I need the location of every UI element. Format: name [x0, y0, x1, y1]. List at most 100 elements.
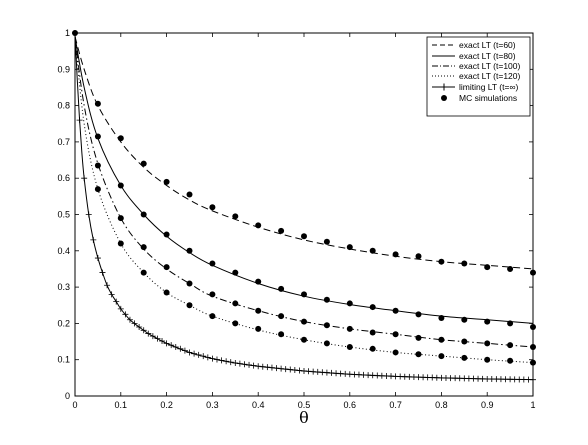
- mc-point: [369, 304, 376, 311]
- mc-point: [209, 291, 216, 298]
- mc-point: [117, 182, 124, 189]
- mc-point: [94, 100, 101, 107]
- plus-marker: [296, 367, 303, 374]
- mc-point: [392, 349, 399, 356]
- plus-marker: [131, 320, 138, 327]
- mc-point: [369, 329, 376, 336]
- plus-marker: [223, 358, 230, 365]
- mc-point: [323, 296, 330, 303]
- plus-marker: [145, 330, 152, 337]
- mc-point: [255, 307, 262, 314]
- plus-marker: [273, 365, 280, 372]
- x-tick-label: 0.5: [298, 400, 311, 410]
- legend-label-mc: MC simulations: [459, 93, 517, 103]
- plus-marker: [264, 364, 271, 371]
- legend-plus-marker: [440, 83, 448, 91]
- legend-label-t80: exact LT (t=80): [459, 51, 516, 61]
- plus-marker: [81, 175, 88, 182]
- axis-ticks: 0 0.1 0.2 0.3 0.4 0.5 0.6 0.7 0.8 0.9 1 0 0.1 0.2 0.3 0…: [57, 28, 535, 410]
- series-line-0: [74, 36, 534, 270]
- plus-marker: [530, 376, 536, 383]
- mc-point: [392, 331, 399, 338]
- plus-marker: [250, 362, 257, 369]
- mc-point: [530, 359, 536, 366]
- plus-marker: [186, 349, 193, 356]
- plus-marker: [195, 351, 202, 358]
- x-tick-label: 0.2: [160, 400, 173, 410]
- plus-marker: [154, 335, 161, 342]
- mc-point: [484, 264, 491, 271]
- mc-point: [507, 265, 514, 272]
- plus-marker: [99, 269, 106, 276]
- mc-point: [72, 30, 78, 36]
- y-tick-label: 0.5: [57, 210, 70, 220]
- plus-marker: [168, 342, 175, 349]
- mc-point: [507, 342, 514, 349]
- mc-point: [301, 291, 307, 298]
- plus-marker: [85, 211, 92, 218]
- y-tick-label: 0.4: [57, 246, 70, 256]
- x-tick-label: 0.1: [115, 400, 128, 410]
- mc-point: [438, 353, 445, 360]
- mc-point: [163, 289, 170, 296]
- mc-point: [117, 240, 124, 247]
- x-tick-label: 0.6: [344, 400, 357, 410]
- plus-marker: [255, 363, 262, 370]
- mc-point: [415, 334, 422, 341]
- y-tick-label: 0.3: [57, 282, 70, 292]
- mc-point: [392, 307, 399, 314]
- plus-marker: [177, 345, 184, 352]
- x-tick-label: 0.7: [389, 400, 402, 410]
- mc-point: [163, 231, 170, 238]
- mc-point: [232, 269, 239, 276]
- mc-point: [163, 264, 170, 271]
- plus-marker: [117, 305, 124, 312]
- plus-marker: [140, 327, 147, 334]
- y-tick-label: 0.2: [57, 318, 70, 328]
- mc-point: [209, 313, 216, 320]
- mc-point: [278, 313, 285, 320]
- mc-point: [415, 311, 422, 318]
- mc-point: [530, 343, 536, 350]
- mc-point: [415, 351, 422, 358]
- y-tick-label: 0.8: [57, 101, 70, 111]
- x-tick-label: 0.3: [206, 400, 219, 410]
- mc-point: [438, 258, 445, 265]
- mc-point: [255, 222, 262, 229]
- mc-point: [369, 345, 376, 352]
- plus-marker: [209, 355, 216, 362]
- mc-point: [369, 247, 376, 254]
- mc-point: [392, 251, 399, 258]
- mc-point: [140, 244, 147, 251]
- mc-point: [140, 160, 147, 167]
- y-tick-label: 0.1: [57, 355, 70, 365]
- mc-point: [507, 320, 514, 327]
- mc-point: [255, 325, 262, 332]
- mc-point: [346, 300, 353, 307]
- mc-point: [346, 244, 353, 251]
- mc-point: [117, 135, 124, 142]
- plus-marker: [122, 311, 129, 318]
- mc-point: [530, 324, 536, 331]
- plus-marker: [200, 353, 207, 360]
- plus-marker: [287, 366, 294, 373]
- mc-point: [278, 331, 285, 338]
- mc-point: [232, 213, 239, 220]
- mc-point: [117, 215, 124, 222]
- mc-point: [186, 191, 193, 198]
- x-tick-label: 0: [72, 400, 77, 410]
- mc-point: [461, 260, 468, 267]
- mc-point: [301, 336, 307, 343]
- plus-marker: [149, 333, 156, 340]
- plus-marker: [163, 340, 170, 347]
- y-tick-label: 0.6: [57, 173, 70, 183]
- mc-point: [507, 357, 514, 364]
- mc-point: [461, 338, 468, 345]
- mc-point: [530, 269, 536, 276]
- plus-marker: [268, 364, 275, 371]
- mc-point: [209, 204, 216, 211]
- mc-point: [323, 238, 330, 245]
- mc-point: [186, 302, 193, 309]
- legend-label-t100: exact LT (t=100): [459, 61, 521, 71]
- plus-marker: [126, 316, 133, 323]
